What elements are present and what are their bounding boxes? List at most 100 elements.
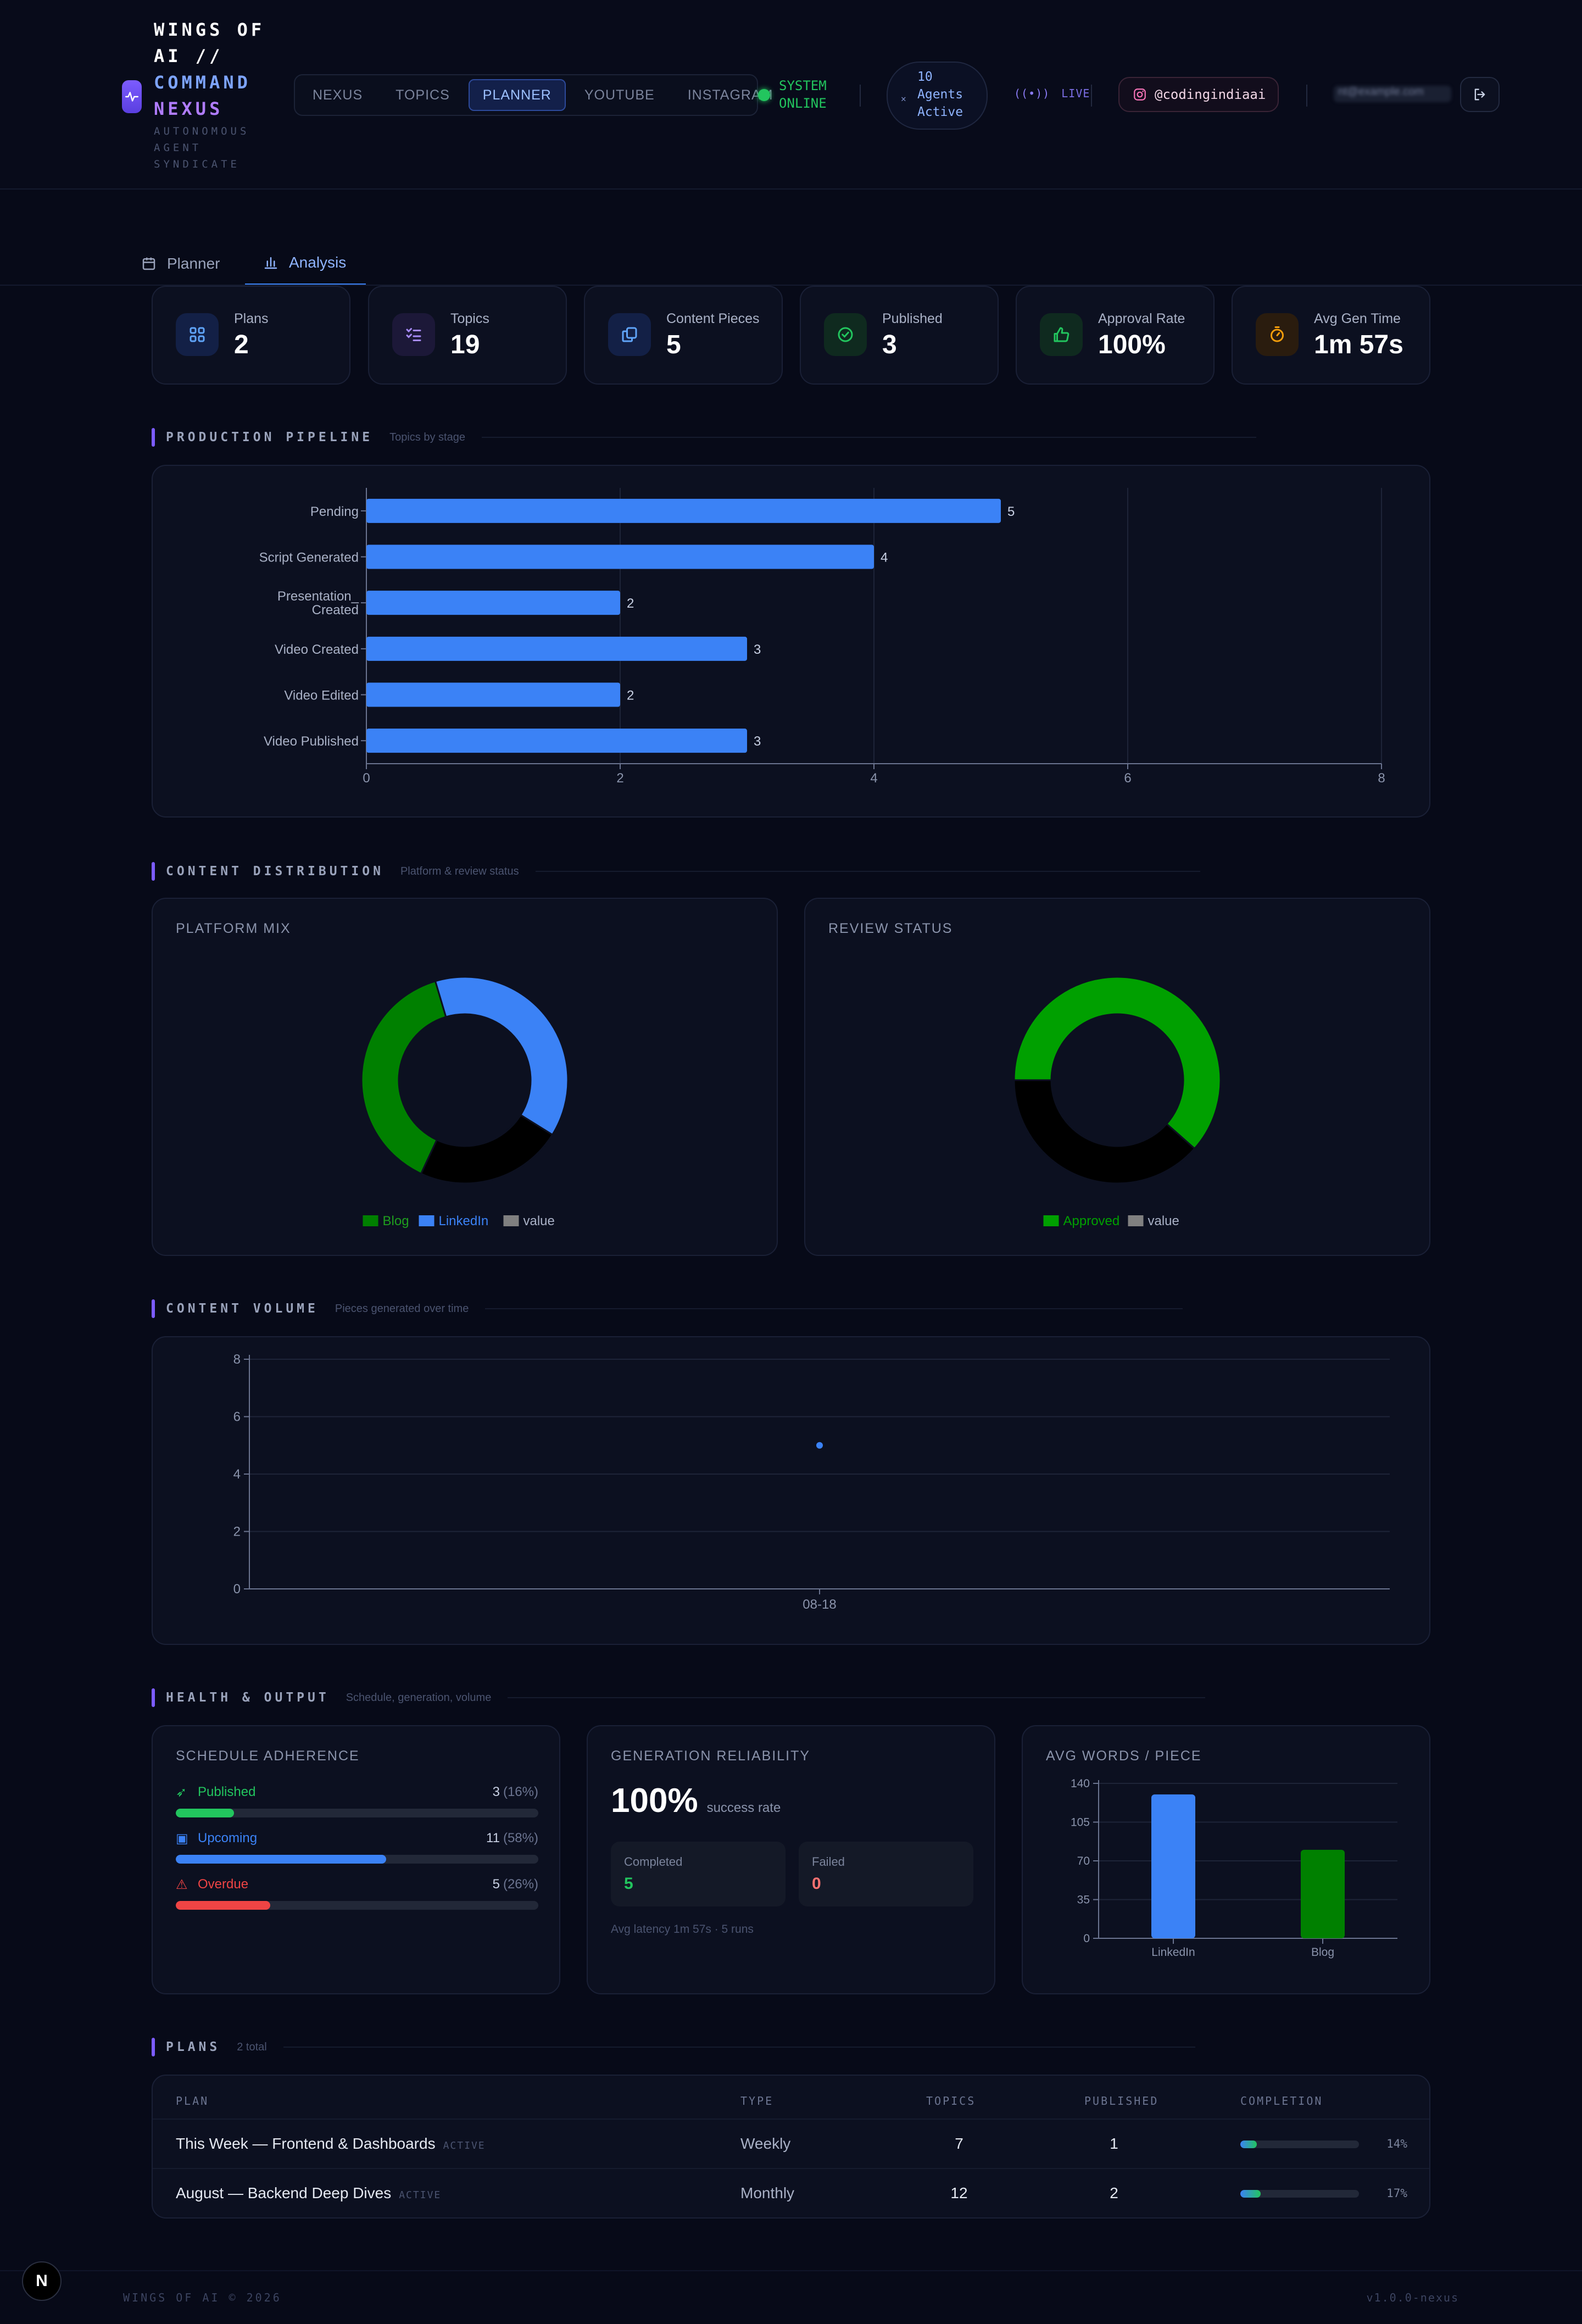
bar [366,636,747,661]
schedule-count: 3 (16%) [493,1784,538,1800]
x-tick-label: 4 [870,771,877,786]
legend-swatch [363,1215,378,1226]
bar [366,682,620,707]
section-accent [152,1688,155,1707]
row-divider [153,2168,1429,2169]
broadcast-icon: ((•)) [1014,87,1050,100]
bar [366,591,620,615]
y-tick-label: 0 [1083,1932,1090,1945]
nav-tab-topics[interactable]: TOPICS [396,87,450,103]
legend-swatch [419,1215,435,1226]
y-tick-label: Script Generated [259,551,359,565]
tab-planner[interactable]: Planner [141,242,229,286]
schedule-progress-bar [176,1901,538,1910]
dev-tools-badge[interactable]: N [22,2261,62,2301]
legend-label: Blog [383,1214,409,1228]
tab-analysis[interactable]: Analysis [245,242,366,286]
legend-swatch [1128,1215,1144,1226]
x-tick-label: 2 [616,771,623,786]
stat-value: 100% [1098,330,1166,359]
brand-tagline-1: AUTONOMOUS [154,125,250,137]
bar [366,729,747,753]
section-divider [535,871,1200,872]
section-header-volume: CONTENT VOLUME Pieces generated over tim… [152,1298,1183,1320]
thumbs-up-icon [1040,313,1083,356]
section-title: HEALTH & OUTPUT [166,1691,330,1705]
stat-card-approval-rate: Approval Rate 100% [1016,286,1215,385]
stat-card-published: Published 3 [800,286,999,385]
y-tick-label: Pending [310,504,359,519]
section-accent [152,428,155,447]
y-tick-label: 0 [233,1582,241,1597]
bar-value-label: 3 [754,734,761,749]
nav-tab-instagram[interactable]: INSTAGRAM [687,87,773,103]
y-tick-label: Video Edited [284,688,359,703]
schedule-adherence-card: SCHEDULE ADHERENCE ➶ Published 3 (16%) ▣ Upco… [152,1725,560,1994]
section-header-distribution: CONTENT DISTRIBUTION Platform & review s… [152,860,1200,882]
schedule-count: 11 (58%) [486,1831,538,1846]
pulse-icon [122,80,142,113]
completed-value: 5 [624,1875,633,1893]
divider [860,85,861,107]
plan-type: Weekly [740,2135,791,2152]
instagram-handle-button[interactable]: @codingindiaai [1118,77,1279,112]
nav-tab-youtube[interactable]: YOUTUBE [584,87,655,103]
avg-words-bar-chart: 0 35 70 105 140 LinkedIn Blog [1071,1777,1397,1959]
bar-value-label: 2 [627,596,634,611]
copy-icon [608,313,651,356]
stat-card-avg-gen-time: Avg Gen Time 1m 57s [1232,286,1430,385]
content-volume-chart: 0 2 4 6 8 08-18 [233,1352,1390,1612]
y-tick-label: Presentation_ Created [277,589,359,618]
table-row[interactable]: August — Backend Deep Dives ACTIVE Monthly… [153,2169,1429,2217]
pie-slice [1013,1079,1196,1185]
instagram-handle: @codingindiaai [1155,87,1266,102]
nav-tab-nexus[interactable]: NEXUS [313,87,363,103]
section-subtitle: Pieces generated over time [335,1302,469,1315]
data-point [816,1442,823,1449]
success-rate: 100% success rate [611,1781,781,1820]
table-header-published: PUBLISHED [1084,2094,1159,2108]
check-circle-icon [824,313,867,356]
y-tick-label: Video Created [275,642,359,657]
bar-chart-icon [264,257,277,269]
main-nav: NEXUS TOPICS PLANNER YOUTUBE INSTAGRAM [294,74,772,116]
schedule-progress-bar [176,1855,538,1864]
plans-table: PLAN TYPE TOPICS PUBLISHED COMPLETION Th… [152,2075,1430,2219]
completion-pct: 17% [1386,2187,1407,2200]
plan-name: August — Backend Deep Dives [176,2184,392,2201]
pipeline-bar-chart: 0 2 4 6 8 5 Pending 4 Script Generated 2 Presentat… [259,488,1385,786]
stat-value: 1m 57s [1314,330,1403,359]
y-tick-label: 2 [233,1525,241,1539]
status-badge: ACTIVE [443,2140,486,2151]
stat-value: 3 [882,330,897,359]
stat-label: Topics [450,311,489,326]
grid-icon [176,313,219,356]
timer-icon [1256,313,1299,356]
table-header-topics: TOPICS [926,2094,976,2108]
top-header: WINGS OF AI // COMMAND NEXUS AUTONOMOUS … [0,0,1582,190]
table-header-plan: PLAN [176,2094,209,2108]
divider [1306,85,1307,107]
schedule-count-pct: (58%) [503,1831,538,1845]
completed-box: Completed 5 [611,1842,786,1906]
schedule-count-pct: (16%) [503,1784,538,1799]
panel-title: GENERATION RELIABILITY [611,1748,811,1764]
section-title: PLANS [166,2040,221,2054]
table-header-type: TYPE [740,2094,774,2108]
user-email: nt@example.com [1334,86,1451,102]
nav-tab-planner[interactable]: PLANNER [468,79,566,111]
failed-box: Failed 0 [799,1842,973,1906]
logout-button[interactable] [1460,77,1500,112]
table-row[interactable]: This Week — Frontend & Dashboards ACTIVE W… [153,2120,1429,2169]
section-accent [152,862,155,881]
x-tick-label: Blog [1311,1946,1334,1959]
x-tick-label: 08-18 [803,1597,836,1612]
section-title: PRODUCTION PIPELINE [166,430,374,444]
legend-label: Approved [1063,1214,1120,1228]
calendar-clock-icon: ▣ [176,1831,188,1846]
schedule-count: 5 (26%) [493,1877,538,1892]
bar-value-label: 5 [1007,504,1015,519]
agents-count: 10 [917,70,933,84]
completion-progress-fill [1240,2190,1261,2198]
failed-label: Failed [812,1855,845,1869]
